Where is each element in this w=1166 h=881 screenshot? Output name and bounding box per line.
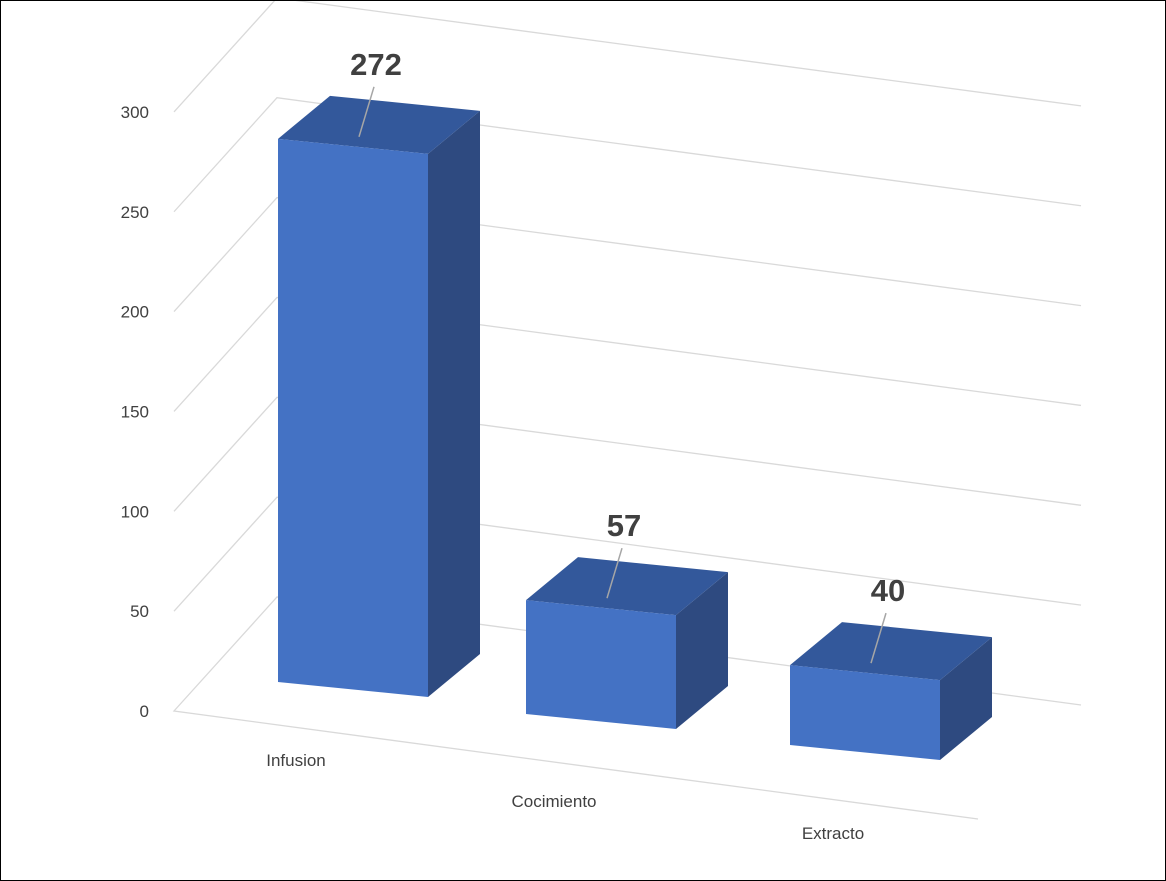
y-tick-label: 200 <box>121 303 149 322</box>
gridline <box>173 396 1082 512</box>
y-tick-label: 250 <box>121 203 149 222</box>
bar-top-cocimiento <box>526 557 728 616</box>
y-tick-label: 0 <box>140 702 149 721</box>
bar-extracto <box>790 665 940 760</box>
leader-line <box>870 612 887 664</box>
bar-top-extracto <box>790 622 992 681</box>
bar-side-extracto <box>940 637 992 760</box>
bar-side-cocimiento <box>676 572 728 729</box>
y-tick-label: 150 <box>121 402 149 421</box>
bar-cocimiento <box>526 600 676 729</box>
bar-top-infusion <box>278 95 480 154</box>
gridline <box>173 496 1082 612</box>
y-axis-tick-labels: 0 50 100 150 200 250 300 <box>121 103 149 721</box>
gridline <box>173 196 1082 313</box>
gridline <box>173 296 1082 412</box>
y-tick-label: 100 <box>121 502 149 521</box>
gridlines <box>173 1 1082 612</box>
bars <box>278 95 992 760</box>
y-tick-label: 50 <box>130 602 149 621</box>
x-axis-tick-labels: Infusion Cocimiento Extracto <box>266 751 864 843</box>
gridline <box>173 1 1082 113</box>
data-labels: 272 57 40 <box>350 47 905 664</box>
bar-side-infusion <box>428 110 480 698</box>
data-label-cocimiento: 57 <box>607 508 641 543</box>
x-tick-label-infusion: Infusion <box>266 751 326 770</box>
x-tick-label-cocimiento: Cocimiento <box>511 792 596 811</box>
leader-line <box>606 547 623 599</box>
data-label-extracto: 40 <box>871 573 905 608</box>
y-tick-label: 300 <box>121 103 149 122</box>
data-label-infusion: 272 <box>350 47 402 82</box>
leader-line <box>358 86 375 138</box>
gridline <box>173 97 1082 213</box>
bar-infusion <box>278 138 428 698</box>
x-tick-label-extracto: Extracto <box>802 824 864 843</box>
